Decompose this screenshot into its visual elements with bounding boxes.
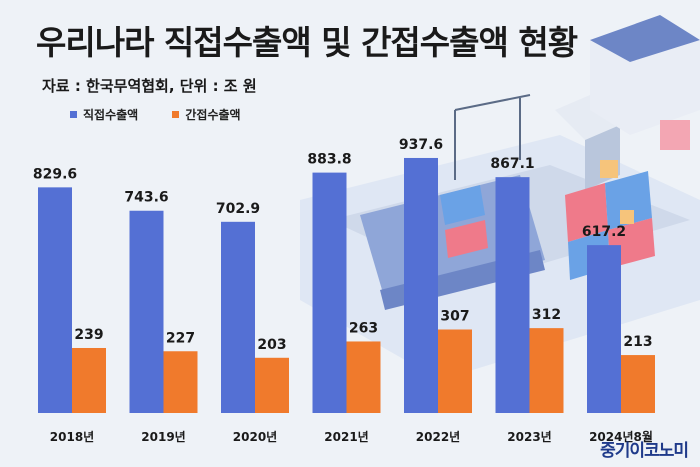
legend-label-direct: 직접수출액 xyxy=(83,108,139,122)
data-label-indirect: 227 xyxy=(166,330,195,346)
bar-indirect xyxy=(163,351,198,413)
data-label-direct: 937.6 xyxy=(399,137,443,153)
legend-item-direct: 직접수출액 xyxy=(70,106,138,123)
data-label-direct: 829.6 xyxy=(33,166,77,182)
bar-indirect xyxy=(346,341,381,413)
data-label-direct: 867.1 xyxy=(490,156,534,172)
data-label-indirect: 203 xyxy=(257,337,286,353)
bar-indirect xyxy=(72,347,106,413)
bar-indirect xyxy=(621,355,655,413)
page-title: 우리나라 직접수출액 및 간접수출액 현황 xyxy=(36,23,578,62)
data-label-indirect: 239 xyxy=(74,327,103,343)
legend-item-indirect: 간접수출액 xyxy=(172,106,241,123)
legend-swatch-direct xyxy=(70,111,77,118)
x-tick-label: 2018년 xyxy=(50,430,94,444)
data-label-indirect: 263 xyxy=(349,320,378,336)
brand-logo: 중기이코노미 xyxy=(600,441,689,461)
data-label-indirect: 213 xyxy=(623,334,652,350)
x-tick-label: 2020년 xyxy=(233,430,277,444)
bar-direct xyxy=(129,210,164,413)
x-tick-label: 2021년 xyxy=(324,430,368,444)
data-label-direct: 617.2 xyxy=(582,224,626,240)
chart-legend: 직접수출액 간접수출액 xyxy=(70,106,271,123)
bar-indirect xyxy=(255,357,289,413)
data-label-direct: 702.9 xyxy=(216,201,260,217)
legend-swatch-indirect xyxy=(172,111,180,118)
source-note: 자료 : 한국무역협회, 단위 : 조 원 xyxy=(42,77,257,95)
data-label-indirect: 307 xyxy=(440,308,469,324)
legend-label-indirect: 간접수출액 xyxy=(185,108,241,122)
bar-direct xyxy=(221,221,255,413)
bar-direct xyxy=(38,187,72,413)
bar-direct xyxy=(495,177,530,413)
bar-indirect xyxy=(438,329,472,413)
x-tick-label: 2023년 xyxy=(507,430,551,444)
data-label-indirect: 312 xyxy=(532,307,561,323)
x-tick-label: 2024년8월 xyxy=(589,429,653,444)
bar-direct xyxy=(312,172,347,413)
data-label-direct: 883.8 xyxy=(307,152,351,168)
bar-indirect xyxy=(529,328,564,413)
bar-direct xyxy=(587,245,621,413)
x-tick-label: 2019년 xyxy=(141,430,185,444)
x-tick-label: 2022년 xyxy=(416,430,460,444)
data-label-direct: 743.6 xyxy=(124,190,168,206)
bar-direct xyxy=(404,157,438,413)
